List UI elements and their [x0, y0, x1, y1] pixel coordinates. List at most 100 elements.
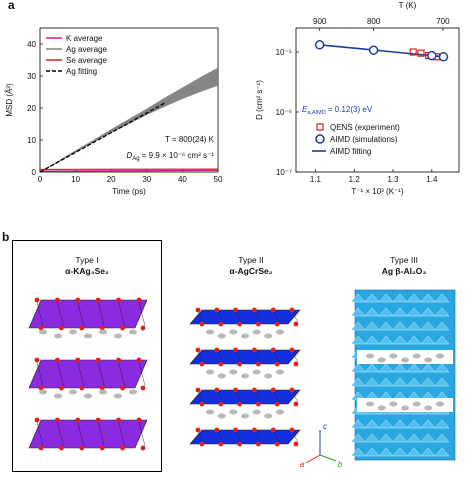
type-ii-layer: [190, 308, 300, 327]
atom: [252, 308, 257, 313]
ag-ion: [84, 334, 92, 339]
atom: [294, 442, 299, 447]
ag-ion: [264, 334, 272, 339]
x-tick-label: 0: [38, 175, 43, 184]
atom: [96, 418, 101, 423]
aimd-point: [428, 52, 436, 60]
y-tick-label: 40: [27, 40, 36, 49]
top-tick-label: 800: [367, 17, 381, 26]
type-ii-layer: [190, 388, 300, 407]
y-axis-label: D (cm² s⁻¹): [255, 80, 264, 120]
y-axis-label: MSD (Å²): [5, 83, 14, 117]
atom: [214, 388, 219, 393]
ag-ion: [413, 402, 421, 407]
top-tick-label: 900: [313, 17, 327, 26]
atom: [35, 358, 40, 363]
atom: [275, 322, 280, 327]
atom: [141, 326, 146, 331]
ag-ion: [378, 358, 386, 363]
atom: [196, 428, 201, 433]
ag-ion: [401, 406, 409, 411]
atom: [120, 386, 125, 391]
legend-entry: Ag fitting: [66, 67, 97, 76]
atom: [75, 358, 80, 363]
a-axis: [306, 455, 320, 463]
x-tick-label: 10: [71, 175, 80, 184]
type-ii-label: Type II: [191, 255, 311, 265]
atom: [141, 386, 146, 391]
ag-ion: [389, 402, 397, 407]
type-iii-formula: Ag β-Al₂O₃: [344, 266, 464, 276]
atom: [271, 348, 276, 353]
ag-ion: [264, 374, 272, 379]
x-tick-label: 30: [142, 175, 151, 184]
atom: [294, 402, 299, 407]
atom: [256, 442, 261, 447]
ag-ion: [229, 330, 237, 335]
atom: [290, 428, 295, 433]
atom: [237, 362, 242, 367]
atom: [237, 442, 242, 447]
ag-ion: [264, 414, 272, 419]
a-axis-label: a: [300, 460, 305, 469]
x-tick-label: 1.1: [310, 175, 322, 184]
atom: [120, 446, 125, 451]
series-line-0: [40, 170, 218, 171]
atom: [116, 298, 121, 303]
ag-ion: [218, 414, 226, 419]
activation-energy-annotation: Ea,AIMD = 0.12(3) eV: [302, 105, 373, 116]
ag-ion: [253, 330, 261, 335]
type-ii-ion-layer: [206, 410, 284, 419]
diffusion-annotation: DAg = 9.9 × 10⁻⁶ cm² s⁻¹: [126, 151, 214, 162]
ag-ion: [54, 394, 62, 399]
atom: [271, 388, 276, 393]
legend-entry: AIMD (simulations): [330, 135, 398, 144]
ag-ion: [39, 330, 47, 335]
atom: [79, 326, 84, 331]
y-tick-label: 10⁻⁶: [276, 108, 292, 117]
atom: [55, 298, 60, 303]
type-iii-label: Type III: [344, 255, 464, 265]
legend-entry: K average: [66, 34, 103, 43]
ag-ion: [99, 330, 107, 335]
ag-ion: [54, 334, 62, 339]
atom: [137, 358, 142, 363]
x-axis-label: Time (ps): [112, 187, 146, 196]
type-ii-layer: [190, 348, 300, 367]
ag-ion: [366, 402, 374, 407]
atom: [55, 358, 60, 363]
x-tick-label: 50: [214, 175, 223, 184]
atom: [233, 428, 238, 433]
y-tick-label: 0: [32, 168, 37, 177]
atom: [256, 362, 261, 367]
atom: [79, 446, 84, 451]
atom: [75, 298, 80, 303]
type-i-formula: α-KAg₃Se₂: [27, 266, 147, 276]
ag-ion: [253, 410, 261, 415]
y-tick-label: 10: [27, 136, 36, 145]
type-ii-ion-layer: [206, 330, 284, 339]
type-i-layer: [29, 358, 147, 391]
aimd-point: [370, 46, 378, 54]
atom: [290, 388, 295, 393]
ag-ion: [276, 370, 284, 375]
x-axis-label: T⁻¹ × 10³ (K⁻¹): [351, 187, 404, 196]
atom: [237, 402, 242, 407]
legend-entry: Ag average: [66, 45, 107, 54]
legend-entry: Se average: [66, 56, 107, 65]
type-ii-layer: [190, 428, 300, 447]
panel-label-b: b: [2, 230, 9, 244]
atom: [294, 322, 299, 327]
legend-swatch-qens: [317, 124, 323, 130]
temperature-annotation: T = 800(24) K: [165, 135, 215, 144]
type-iii-lattice: [351, 290, 455, 460]
atom: [137, 418, 142, 423]
atom: [256, 402, 261, 407]
atom: [214, 308, 219, 313]
atom: [55, 418, 60, 423]
type-i-ion-layer: [39, 330, 137, 339]
atom: [218, 362, 223, 367]
atom: [196, 388, 201, 393]
